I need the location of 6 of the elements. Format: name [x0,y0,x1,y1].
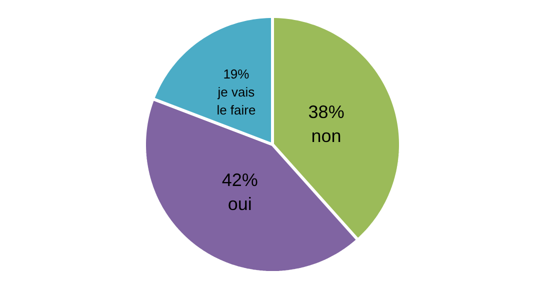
slice-label: non [311,126,342,146]
slice-label: je vais le faire [216,84,256,118]
slice-label: oui [228,194,252,214]
data-label: 42% [222,170,258,190]
data-label: 38% [308,102,344,122]
data-label: 19% [223,66,250,82]
